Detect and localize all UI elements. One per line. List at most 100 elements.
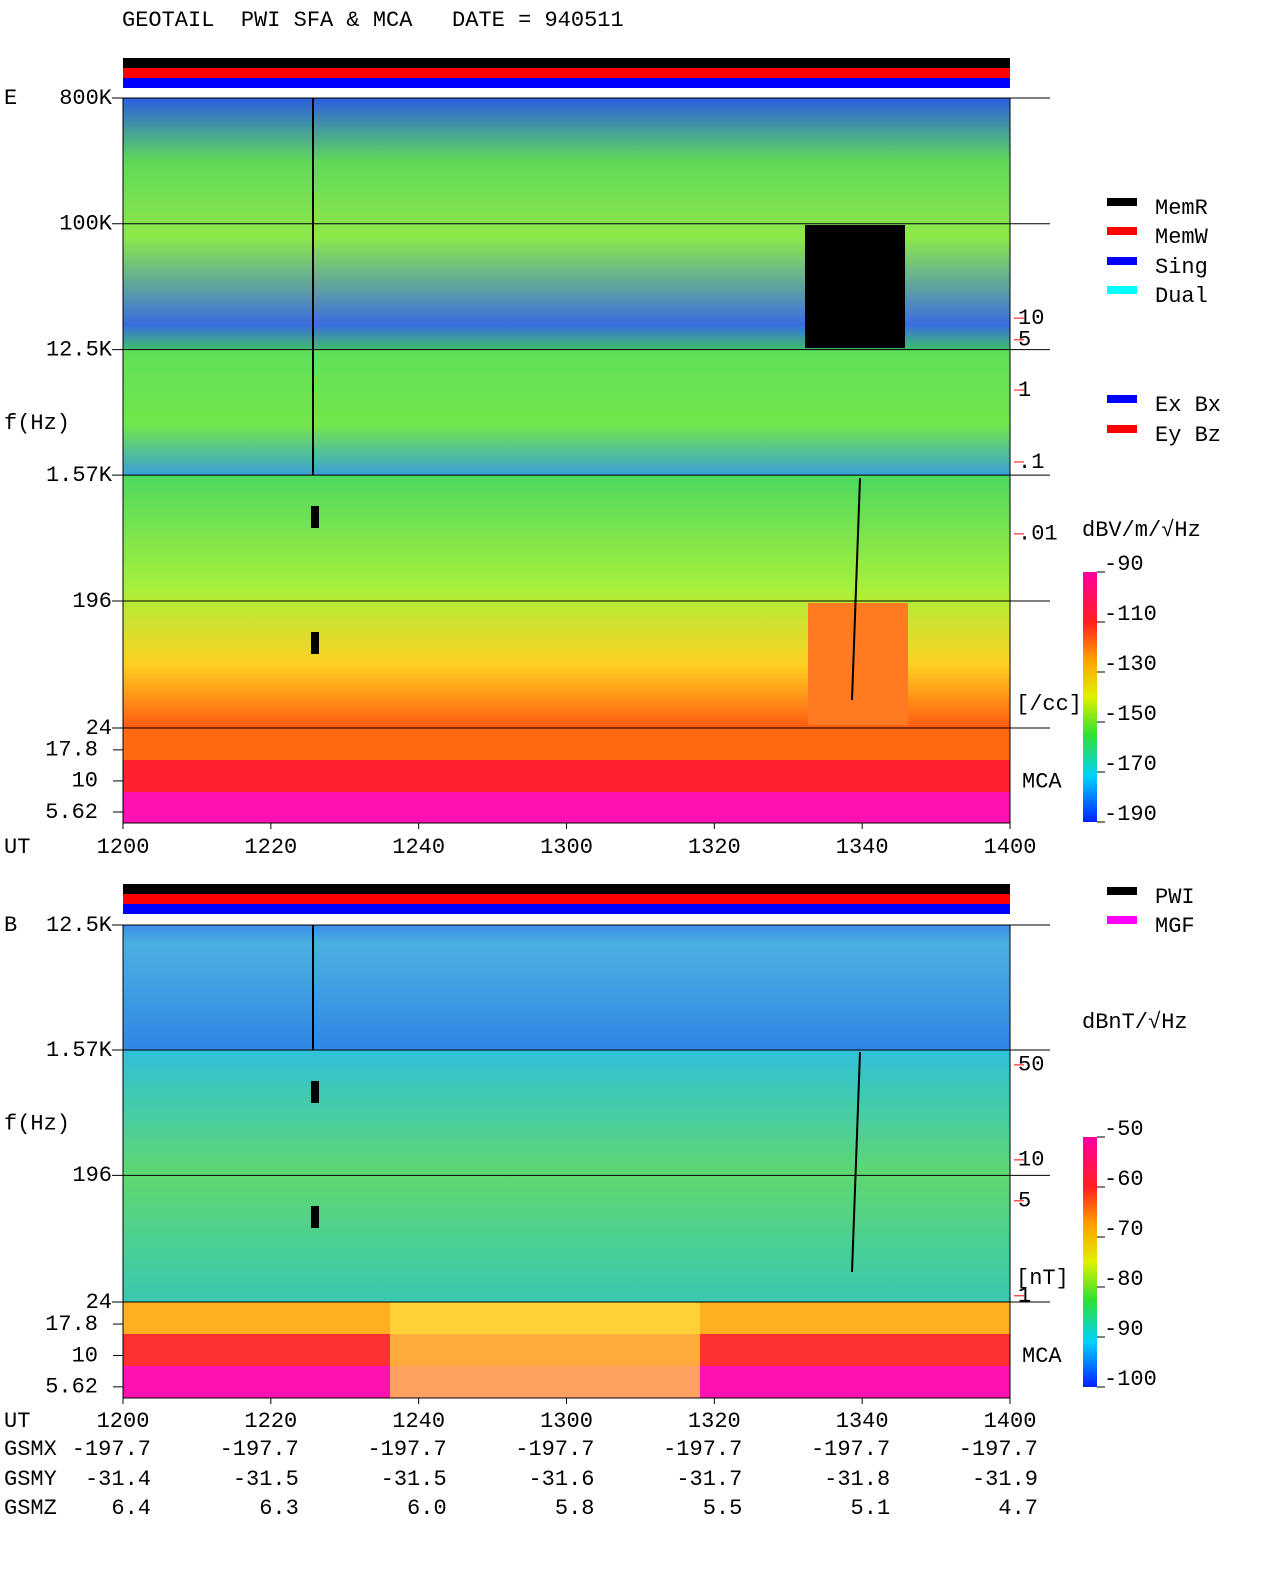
orbit-value: -197.7 <box>663 1437 742 1462</box>
orbit-value: -31.6 <box>528 1467 594 1492</box>
legend-label: MemW <box>1155 225 1209 250</box>
orbit-value: -197.7 <box>811 1437 890 1462</box>
y-tick-label: 12.5K <box>46 913 113 938</box>
y2-axis-label: [/cc] <box>1016 692 1082 717</box>
orbit-value: 6.4 <box>111 1496 151 1521</box>
orbit-value: -197.7 <box>515 1437 594 1462</box>
legend-swatch <box>1107 887 1137 895</box>
orbit-value: -197.7 <box>72 1437 151 1462</box>
mca-tick-label: 5.62 <box>45 800 98 825</box>
mca-tick-label: 5.62 <box>45 1375 98 1400</box>
legend-swatch <box>1107 257 1137 265</box>
x-tick-label: 1300 <box>540 1409 593 1434</box>
orbit-value: -31.9 <box>972 1467 1038 1492</box>
orbit-value: -197.7 <box>367 1437 446 1462</box>
mca-tick-label: 10 <box>72 769 98 794</box>
legend-label: MGF <box>1155 914 1195 939</box>
x-tick-label: 1220 <box>244 1409 297 1434</box>
panel-label: B <box>4 913 17 938</box>
y-tick-label: 800K <box>59 86 113 111</box>
y2-tick-label: 10 <box>1018 1148 1044 1173</box>
x-axis-label: UT <box>4 835 30 860</box>
legend-swatch <box>1107 395 1137 403</box>
legend-label: MemR <box>1155 196 1208 221</box>
legend-label: Ey Bz <box>1155 423 1221 448</box>
y-tick-label: 1.57K <box>46 463 113 488</box>
spectrogram-b <box>123 925 1010 1398</box>
legend-label: Dual <box>1155 284 1208 309</box>
x-tick-label: 1220 <box>244 835 297 860</box>
colorbar-label: dBnT/√Hz <box>1082 1010 1188 1035</box>
status-strips <box>123 58 1010 914</box>
orbit-label: GSMX <box>4 1437 57 1462</box>
y2-tick-label: .1 <box>1018 450 1044 475</box>
colorbar-tick-label: -110 <box>1104 602 1157 627</box>
x-tick-label: 1340 <box>836 835 889 860</box>
mca-label: MCA <box>1022 769 1062 794</box>
y2-tick-label: 1 <box>1018 1284 1031 1309</box>
x-tick-label: 1320 <box>688 1409 741 1434</box>
colorbar-tick-label: -90 <box>1104 1317 1144 1342</box>
title: GEOTAIL PWI SFA & MCA DATE = 940511 <box>122 8 624 33</box>
orbit-value: -197.7 <box>959 1437 1038 1462</box>
colorbar-tick-label: -90 <box>1104 552 1144 577</box>
orbit-value: -31.5 <box>233 1467 299 1492</box>
y-tick-label: 24 <box>86 716 112 741</box>
legend-label: PWI <box>1155 885 1195 910</box>
colorbar-tick-label: -100 <box>1104 1367 1157 1392</box>
x-tick-label: 1400 <box>984 1409 1037 1434</box>
x-tick-label: 1200 <box>97 835 150 860</box>
legend-swatch <box>1107 286 1137 294</box>
x-tick-label: 1240 <box>392 1409 445 1434</box>
orbit-value: -197.7 <box>220 1437 299 1462</box>
colorbar-tick-label: -70 <box>1104 1217 1144 1242</box>
colorbar-tick-label: -130 <box>1104 652 1157 677</box>
x-axis-label: UT <box>4 1409 30 1434</box>
panel-label: E <box>4 86 17 111</box>
y-tick-label: 12.5K <box>46 337 113 362</box>
colorbar-tick-label: -190 <box>1104 802 1157 827</box>
y2-tick-label: .01 <box>1018 522 1058 547</box>
mca-tick-label: 17.8 <box>45 1312 98 1337</box>
x-tick-label: 1240 <box>392 835 445 860</box>
mca-tick-label: 10 <box>72 1343 98 1368</box>
y-tick-label: 100K <box>59 212 113 237</box>
y2-tick-label: 5 <box>1018 1189 1031 1214</box>
y-axis-label: f(Hz) <box>4 411 70 436</box>
y-axis-label: f(Hz) <box>4 1111 70 1136</box>
orbit-value: 4.7 <box>998 1496 1038 1521</box>
legend-swatch <box>1107 227 1137 235</box>
mca-tick-label: 17.8 <box>45 738 98 763</box>
orbit-label: GSMZ <box>4 1496 57 1521</box>
legend-swatch <box>1107 916 1137 924</box>
colorbar-tick-label: -60 <box>1104 1167 1144 1192</box>
colorbar <box>1083 572 1097 822</box>
orbit-label: GSMY <box>4 1467 57 1492</box>
legend-label: Ex Bx <box>1155 393 1221 418</box>
x-tick-label: 1340 <box>836 1409 889 1434</box>
legend-swatch <box>1107 198 1137 206</box>
x-tick-label: 1200 <box>97 1409 150 1434</box>
y2-tick-label: 50 <box>1018 1053 1044 1078</box>
orbit-value: 5.5 <box>703 1496 743 1521</box>
y-tick-label: 196 <box>72 1163 112 1188</box>
x-tick-label: 1320 <box>688 835 741 860</box>
orbit-value: 6.0 <box>407 1496 447 1521</box>
y2-tick-label: 5 <box>1018 328 1031 353</box>
y-tick-label: 1.57K <box>46 1038 113 1063</box>
orbit-value: -31.4 <box>85 1467 151 1492</box>
legend-swatch <box>1107 425 1137 433</box>
orbit-value: 6.3 <box>259 1496 299 1521</box>
orbit-value: 5.1 <box>851 1496 891 1521</box>
colorbar-tick-label: -150 <box>1104 702 1157 727</box>
y2-tick-label: 1 <box>1018 378 1031 403</box>
x-tick-label: 1400 <box>984 835 1037 860</box>
orbit-value: -31.7 <box>676 1467 742 1492</box>
colorbar-tick-label: -80 <box>1104 1267 1144 1292</box>
colorbar-tick-label: -50 <box>1104 1117 1144 1142</box>
y2-tick-label: 10 <box>1018 306 1044 331</box>
y-tick-label: 196 <box>72 589 112 614</box>
y2-axis-label: [nT] <box>1016 1266 1069 1291</box>
spectrogram-e <box>123 98 1010 823</box>
